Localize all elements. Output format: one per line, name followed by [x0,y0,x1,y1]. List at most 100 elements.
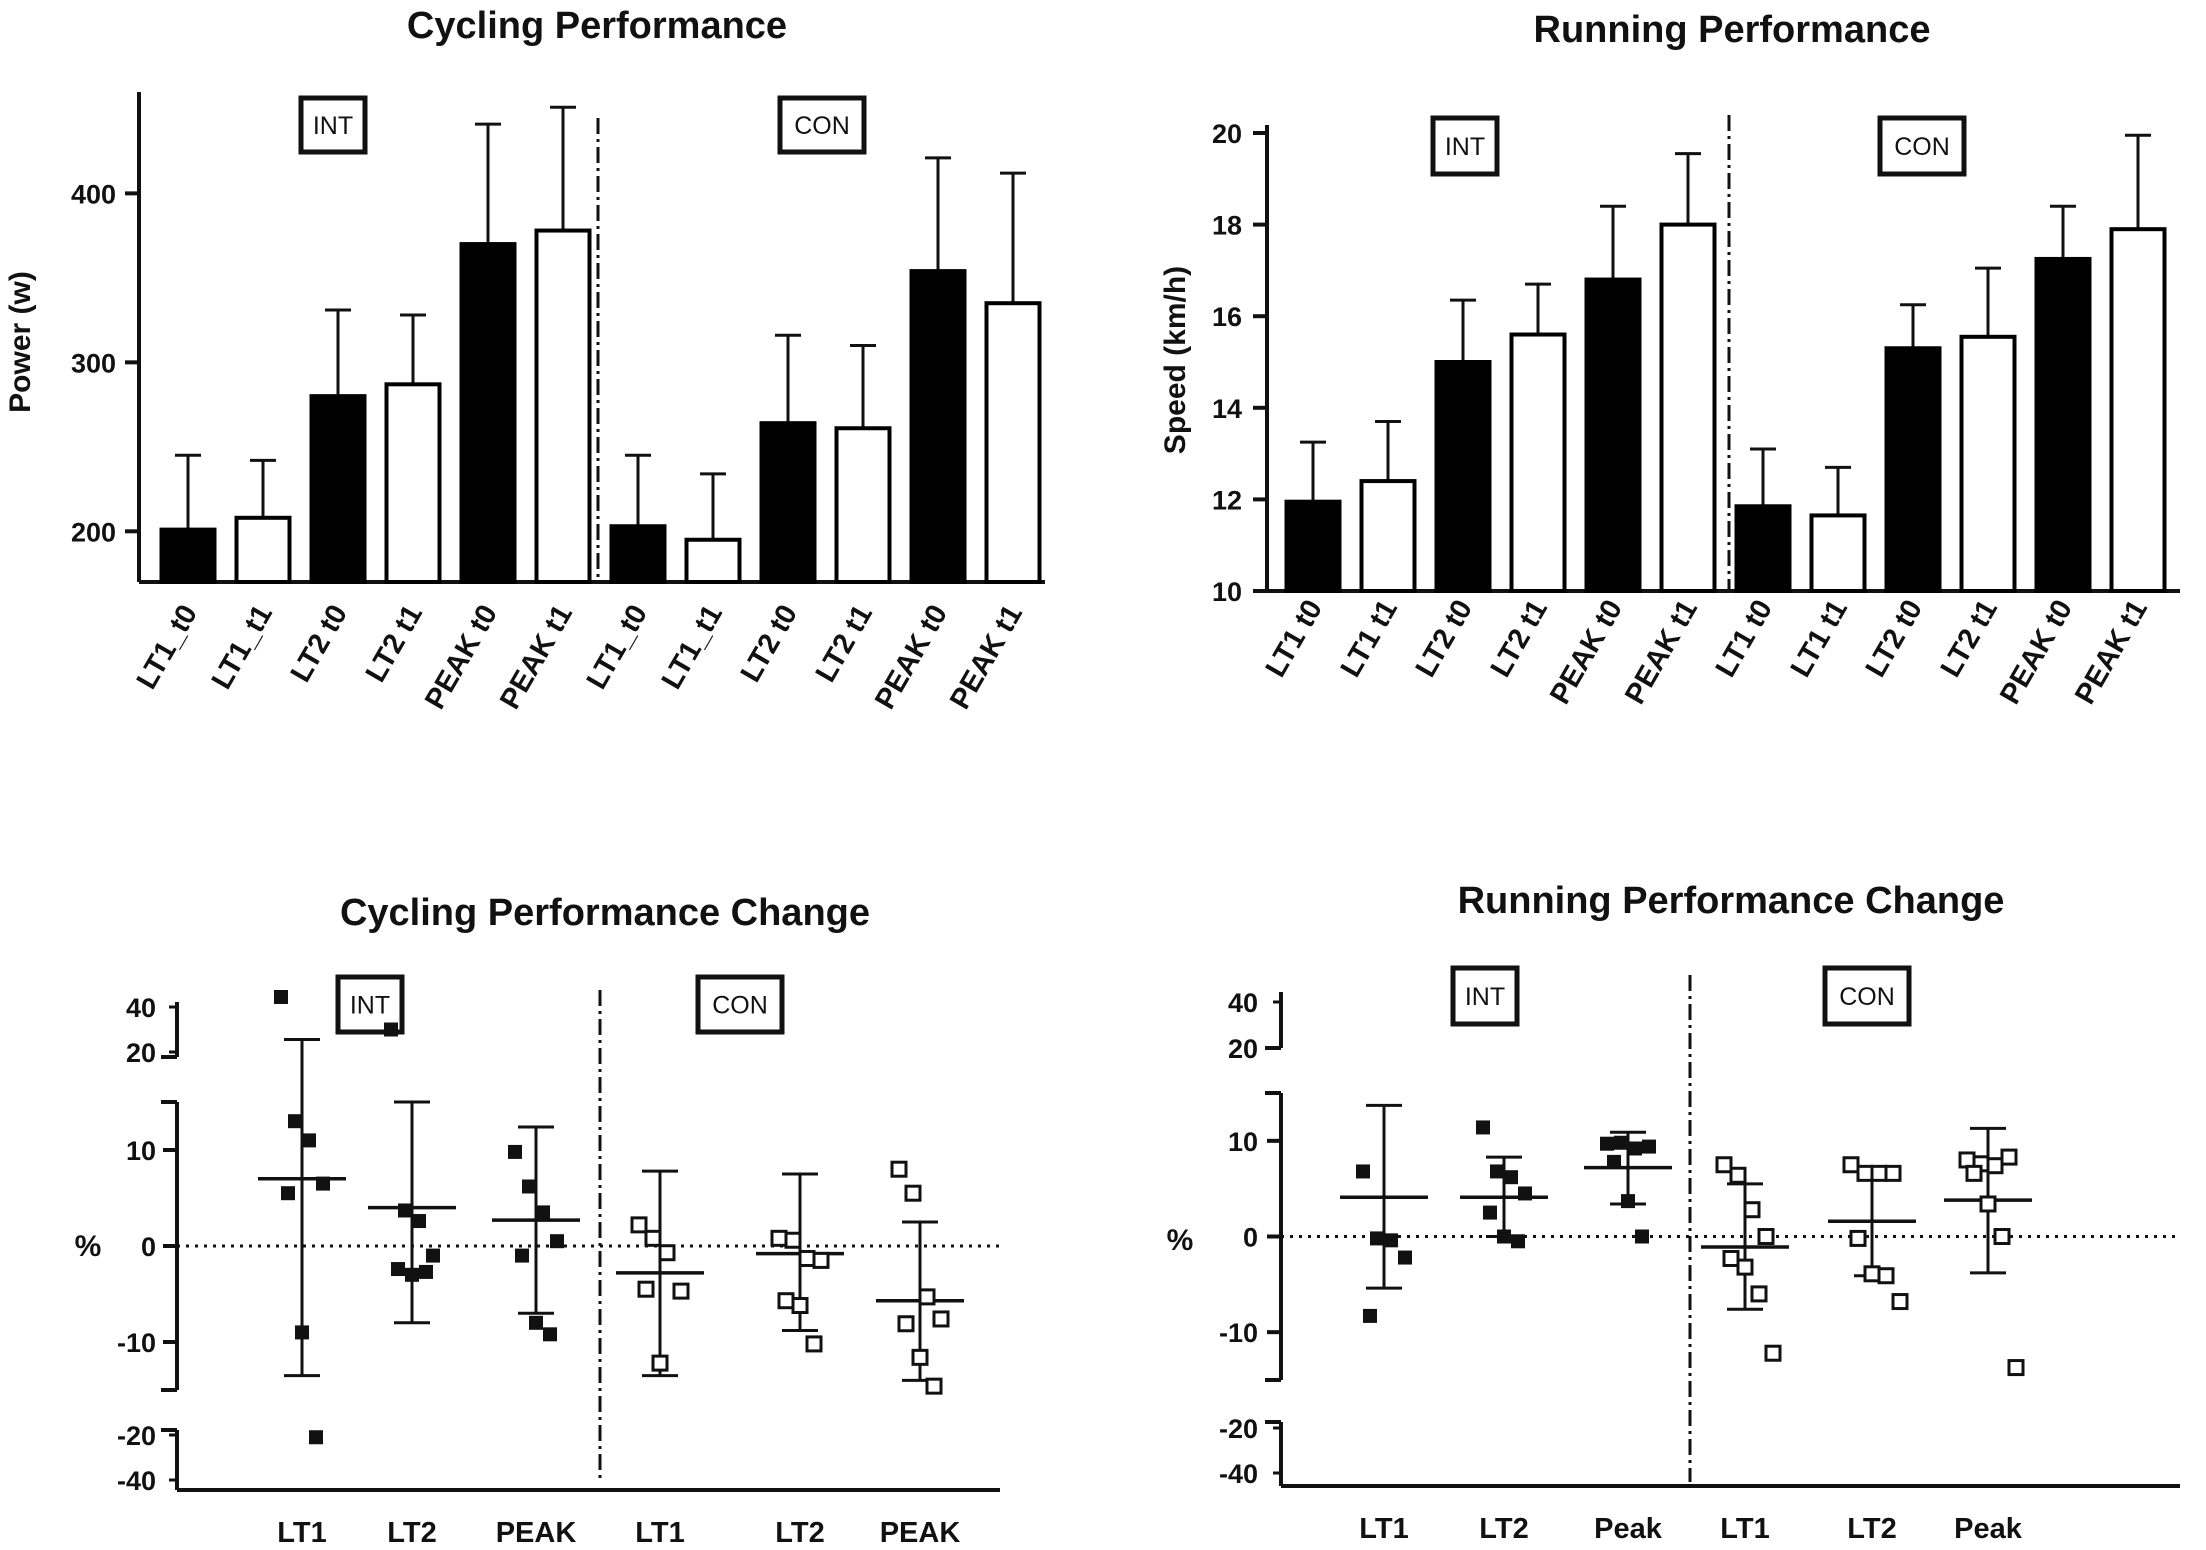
group-label: CON [712,992,768,1020]
x-tick-label: PEAK t0 [869,600,954,715]
y-axis-label: Speed (km/h) [1159,266,1192,454]
x-tick-label: LT2 t0 [735,600,804,688]
data-point [1607,1154,1621,1169]
bar [1584,277,1642,593]
x-tick-label: LT2 t1 [810,600,879,688]
bar [384,382,442,584]
data-point [543,1327,557,1342]
x-tick-label: LT2 [1479,1513,1528,1545]
bar [1284,499,1342,593]
chart-title: Running Performance Change [1458,880,2005,922]
data-point [1986,1157,2004,1175]
data-point [1736,1258,1754,1276]
data-point [1849,1229,1867,1247]
data-point [1600,1136,1614,1151]
x-tick-label: PEAK t1 [944,600,1029,715]
data-point [1979,1195,1997,1213]
group-label: CON [794,112,850,140]
x-tick-label: PEAK [880,1517,961,1549]
bar [759,421,817,585]
data-point [1628,1141,1642,1156]
bar [909,269,967,584]
bar [684,537,742,584]
data-point [925,1377,943,1395]
data-point [1363,1308,1377,1323]
x-tick-label: LT2 [387,1517,436,1549]
data-point [1757,1228,1775,1245]
data-point [1370,1231,1384,1246]
y-tick-label: 200 [71,517,116,547]
x-tick-label: LT1 [1720,1513,1769,1545]
x-tick-label: PEAK [496,1517,577,1549]
x-tick-label: PEAK t0 [1994,595,2079,710]
data-point [1856,1164,1874,1182]
y-axis-label: % [1167,1224,1194,1257]
data-point [1750,1285,1768,1303]
data-point [302,1133,316,1148]
x-tick-label: LT2 t1 [360,600,429,688]
data-point [1722,1250,1740,1268]
data-point [630,1216,648,1234]
x-tick-label: LT1 t1 [1335,595,1404,683]
y-tick-label: 400 [71,179,116,209]
bar [159,527,217,584]
data-point [1614,1135,1628,1150]
x-tick-label: LT1_t0 [581,600,654,695]
x-tick-label: LT1 [277,1517,326,1549]
data-point [890,1160,908,1178]
data-point [904,1184,922,1202]
x-tick-label: LT1 t1 [1785,595,1854,683]
data-point [1965,1164,1983,1182]
data-point [391,1262,405,1277]
data-point [1384,1233,1398,1248]
data-point [1877,1267,1895,1285]
data-point [1490,1164,1504,1179]
y-tick-label: 0 [141,1232,156,1262]
bar [1809,513,1867,593]
y-tick-label: -10 [1219,1318,1258,1348]
data-point [522,1179,536,1194]
data-point [932,1310,950,1328]
data-point [1743,1201,1761,1219]
data-point [384,1022,398,1037]
x-tick-label: LT2 [1847,1513,1896,1545]
y-tick-label: 20 [1228,1034,1258,1064]
chart-title: Cycling Performance [407,5,787,47]
y-axis-label: % [75,1230,102,1263]
bar [1734,504,1792,593]
y-tick-label: 40 [126,993,156,1023]
data-point [1635,1229,1649,1244]
data-point [1884,1164,1902,1182]
data-point [412,1214,426,1229]
group-label-box [298,95,368,155]
data-point [1993,1228,2011,1245]
group-label-box [1877,115,1967,177]
y-tick-label: 12 [1212,485,1242,515]
x-tick-label: PEAK t0 [419,600,504,715]
data-point [1511,1234,1525,1249]
y-tick-label: -40 [1219,1459,1258,1489]
bar [234,515,292,584]
data-point [651,1354,669,1372]
x-tick-label: PEAK t1 [1619,595,1704,710]
data-point [288,1114,302,1129]
x-tick-label: LT1 [635,1517,684,1549]
group-label-box [1430,115,1500,177]
data-point [1870,1164,1888,1182]
data-point [405,1267,419,1282]
bar [1434,360,1492,593]
data-point [911,1348,929,1366]
data-point [1842,1156,1860,1174]
bar [1509,332,1567,593]
data-point [1729,1166,1747,1184]
group-label-box [1822,965,1912,1027]
bar [2109,227,2167,593]
group-label: INT [1465,983,1505,1011]
data-point [309,1430,323,1445]
data-point [1621,1194,1635,1209]
data-point [295,1325,309,1340]
y-tick-label: -20 [1219,1414,1258,1444]
data-point [316,1176,330,1191]
data-point [658,1244,676,1262]
